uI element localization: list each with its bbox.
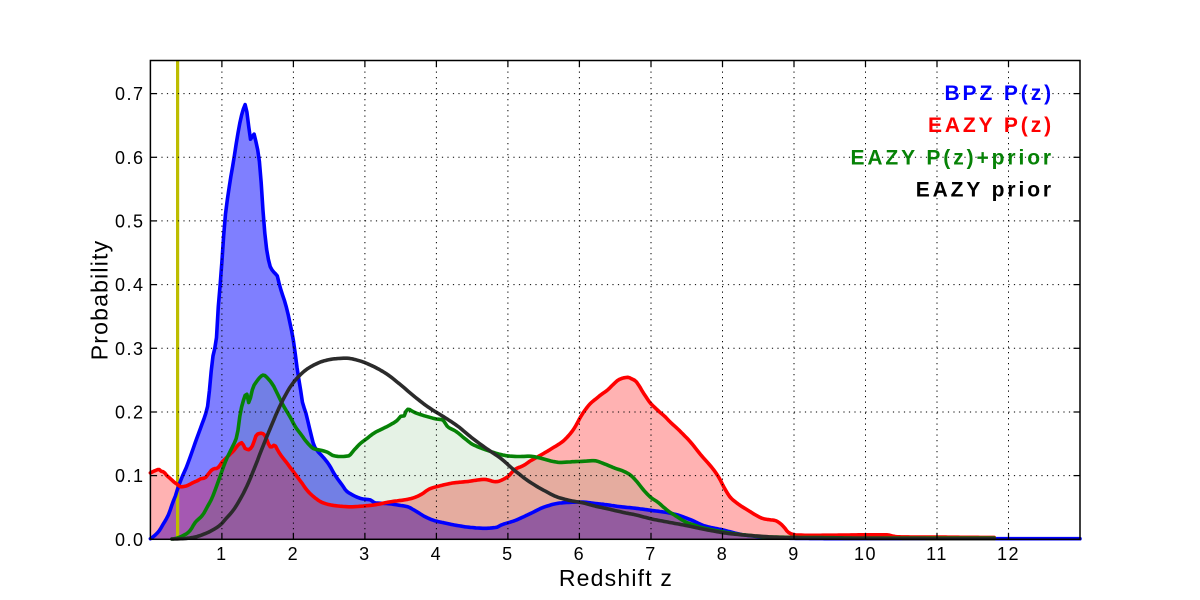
svg-text:10: 10 [854,544,877,564]
svg-text:1: 1 [216,544,228,564]
svg-text:4: 4 [431,544,443,564]
svg-text:3: 3 [359,544,371,564]
svg-text:0.6: 0.6 [115,148,145,168]
svg-text:0.7: 0.7 [115,84,145,104]
svg-text:0.5: 0.5 [115,212,145,232]
svg-text:Redshift z: Redshift z [559,565,673,591]
svg-text:11: 11 [926,544,948,564]
svg-text:0.2: 0.2 [115,403,145,423]
svg-text:EAZY P(z)+prior: EAZY P(z)+prior [850,147,1054,170]
svg-text:5: 5 [502,544,514,564]
svg-text:8: 8 [717,544,729,564]
svg-text:0.4: 0.4 [115,275,145,295]
svg-text:EAZY P(z): EAZY P(z) [928,114,1054,137]
svg-text:Probability: Probability [87,240,113,361]
svg-text:0.3: 0.3 [115,339,145,359]
svg-text:2: 2 [288,544,300,564]
svg-text:BPZ P(z): BPZ P(z) [944,82,1054,105]
svg-text:7: 7 [645,544,657,564]
svg-text:EAZY prior: EAZY prior [916,179,1054,202]
svg-text:9: 9 [788,544,800,564]
svg-text:0.0: 0.0 [115,530,145,550]
svg-text:0.1: 0.1 [115,466,145,486]
svg-text:12: 12 [997,544,1020,564]
svg-text:6: 6 [574,544,586,564]
